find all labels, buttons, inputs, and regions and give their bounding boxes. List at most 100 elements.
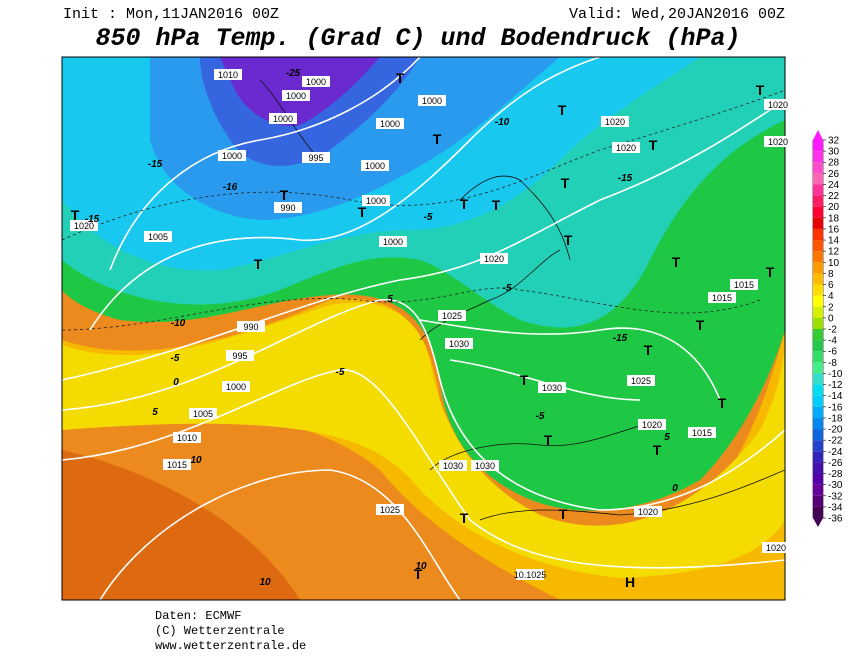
colorbar-tick-label: 18 <box>828 213 840 224</box>
valid-time: Valid: Wed,20JAN2016 00Z <box>569 6 785 23</box>
isobar-label-box <box>226 350 254 361</box>
pressure-marker: T <box>396 70 405 86</box>
colorbar-segment <box>813 240 823 252</box>
colorbar-tick-label: 10 <box>828 258 840 269</box>
colorbar-segment <box>813 184 823 196</box>
isobar-label: 995 <box>308 153 323 163</box>
isobar-label: 1030 <box>475 461 495 471</box>
colorbar-tick-label: -8 <box>828 358 837 369</box>
colorbar-tick-label: 32 <box>828 136 840 147</box>
isobar-label: 10.1025 <box>514 570 547 580</box>
colorbar-tick-label: 26 <box>828 169 840 180</box>
temperature-label: -15 <box>618 173 633 184</box>
temperature-label: 0 <box>672 483 678 494</box>
colorbar-tick-label: -18 <box>828 413 843 424</box>
isobar-label-box <box>173 432 201 443</box>
isobar-label-box <box>362 195 390 206</box>
colorbar-segment <box>813 151 823 163</box>
isobar-label: 1020 <box>484 254 504 264</box>
isobar-label: 1010 <box>218 70 238 80</box>
colorbar-segment <box>813 451 823 463</box>
pressure-marker: T <box>280 187 289 203</box>
colorbar-segment <box>813 340 823 352</box>
temperature-label: -15 <box>148 159 163 170</box>
colorbar-segment <box>813 140 823 152</box>
isobar-label: 995 <box>232 351 247 361</box>
isobar-label-box <box>764 136 792 147</box>
pressure-marker: T <box>756 82 765 98</box>
pressure-marker: T <box>544 432 553 448</box>
isobar-label-box <box>538 382 566 393</box>
colorbar-tick-label: 12 <box>828 247 840 258</box>
pressure-marker: T <box>561 175 570 191</box>
colorbar-tick-label: 28 <box>828 158 840 169</box>
isobar-label-box <box>282 90 310 101</box>
isobar-label-box <box>144 231 172 242</box>
colorbar-segment <box>813 440 823 452</box>
isobar-label: 1000 <box>273 114 293 124</box>
isobar-label: 1030 <box>542 383 562 393</box>
isobar-label-box <box>376 118 404 129</box>
isobar-label-box <box>237 321 265 332</box>
pressure-marker: T <box>653 442 662 458</box>
colorbar-tick-label: -34 <box>828 502 843 513</box>
pressure-marker: T <box>644 342 653 358</box>
isobar-label: 1020 <box>638 507 658 517</box>
isobar-label: 1000 <box>286 91 306 101</box>
isobar-label-box <box>634 506 662 517</box>
isobar-label: 1005 <box>193 409 213 419</box>
colorbar-tick-label: -30 <box>828 480 843 491</box>
colorbar-tick-label: -22 <box>828 436 843 447</box>
isobar-label-box <box>269 113 297 124</box>
colorbar-tick-label: 24 <box>828 180 840 191</box>
temperature-label: -5 <box>503 283 512 294</box>
temperature-label: -15 <box>85 214 100 225</box>
temperature-label: 10 <box>415 561 427 572</box>
isobar-label: 1000 <box>366 196 386 206</box>
colorbar-segment <box>813 162 823 174</box>
colorbar-tick-label: -20 <box>828 425 843 436</box>
colorbar-bottom-arrow <box>813 518 823 527</box>
colorbar-segment <box>813 406 823 418</box>
colorbar-tick-label: -6 <box>828 347 837 358</box>
temperature-label: 10 <box>259 577 271 588</box>
isobar-label-box <box>439 460 467 471</box>
isobar-label: 1015 <box>712 293 732 303</box>
colorbar-segment <box>813 295 823 307</box>
isobar-label: 1030 <box>449 339 469 349</box>
colorbar-tick-label: -16 <box>828 402 843 413</box>
colorbar-tick-label: -14 <box>828 391 843 402</box>
colorbar-tick-label: 2 <box>828 302 834 313</box>
colorbar-tick-label: -26 <box>828 458 843 469</box>
colorbar-segment <box>813 351 823 363</box>
temperature-label: 5 <box>664 432 670 443</box>
isobar-label: 1020 <box>768 100 788 110</box>
isobar-label-box <box>688 427 716 438</box>
isobar-label: 1015 <box>734 280 754 290</box>
colorbar-segment <box>813 506 823 518</box>
temperature-label: 5 <box>152 407 158 418</box>
isobar-label: 1000 <box>380 119 400 129</box>
isobar-label-box <box>730 279 758 290</box>
isobar-label-box <box>214 69 242 80</box>
isobar-label-box <box>708 292 736 303</box>
colorbar-tick-label: 0 <box>828 313 834 324</box>
isobar-label-box <box>189 408 217 419</box>
isobar-label: 1015 <box>692 428 712 438</box>
colorbar-tick-label: 22 <box>828 191 840 202</box>
pressure-marker: T <box>766 264 775 280</box>
pressure-marker: T <box>672 254 681 270</box>
colorbar-segment <box>813 251 823 263</box>
colorbar-tick-label: -28 <box>828 469 843 480</box>
isobar-label-box <box>516 569 544 580</box>
isobar-label-box <box>438 310 466 321</box>
colorbar-tick-label: -24 <box>828 447 843 458</box>
pressure-marker: T <box>433 131 442 147</box>
pressure-marker: T <box>414 566 423 582</box>
colorbar-segment <box>813 495 823 507</box>
colorbar-tick-label: 6 <box>828 280 834 291</box>
colorbar-segment <box>813 384 823 396</box>
temperature-label: -15 <box>613 333 628 344</box>
isobar-label-box <box>601 116 629 127</box>
isobar-label: 1000 <box>422 96 442 106</box>
